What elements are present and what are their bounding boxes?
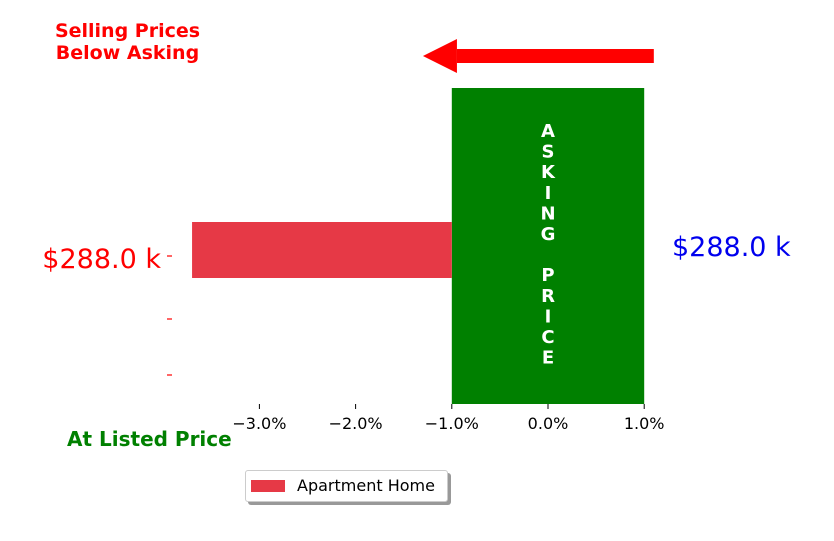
- x-tick-label: 1.0%: [624, 414, 665, 433]
- below-asking-line-2: Below Asking: [55, 42, 200, 64]
- asking-price-band: [451, 88, 645, 404]
- at-listed-price-note: At Listed Price: [67, 427, 232, 451]
- right-price-label: $288.0 k: [672, 232, 791, 263]
- asking-price-letter: S: [542, 142, 555, 163]
- y-tick-label: $288.0 k: [42, 244, 161, 275]
- chart-legend: Apartment Home: [245, 470, 448, 502]
- asking-price-letter: E: [542, 348, 554, 369]
- asking-price-letter: N: [540, 203, 555, 224]
- asking-price-letter: G: [541, 224, 556, 245]
- x-tick-label: 0.0%: [528, 414, 569, 433]
- legend-label: Apartment Home: [297, 476, 435, 495]
- arrow-shaft: [456, 49, 654, 63]
- asking-price-letter: P: [541, 265, 554, 286]
- asking-price-letter: R: [541, 286, 555, 307]
- below-asking-note: Selling Prices Below Asking: [40, 20, 215, 64]
- below-asking-line-1: Selling Prices: [54, 20, 201, 42]
- x-tick-label: −2.0%: [329, 414, 383, 433]
- asking-price-letter: I: [545, 306, 552, 327]
- arrow-head: [422, 39, 457, 73]
- legend-swatch: [251, 480, 285, 492]
- asking-price-letter: K: [541, 162, 556, 183]
- bar-apartment-home: [192, 222, 452, 278]
- asking-price-letter: I: [545, 183, 552, 204]
- asking-price-letter: C: [541, 327, 554, 348]
- x-tick-label: −3.0%: [232, 414, 286, 433]
- asking-price-letter: A: [541, 121, 555, 142]
- x-tick-label: −1.0%: [425, 414, 479, 433]
